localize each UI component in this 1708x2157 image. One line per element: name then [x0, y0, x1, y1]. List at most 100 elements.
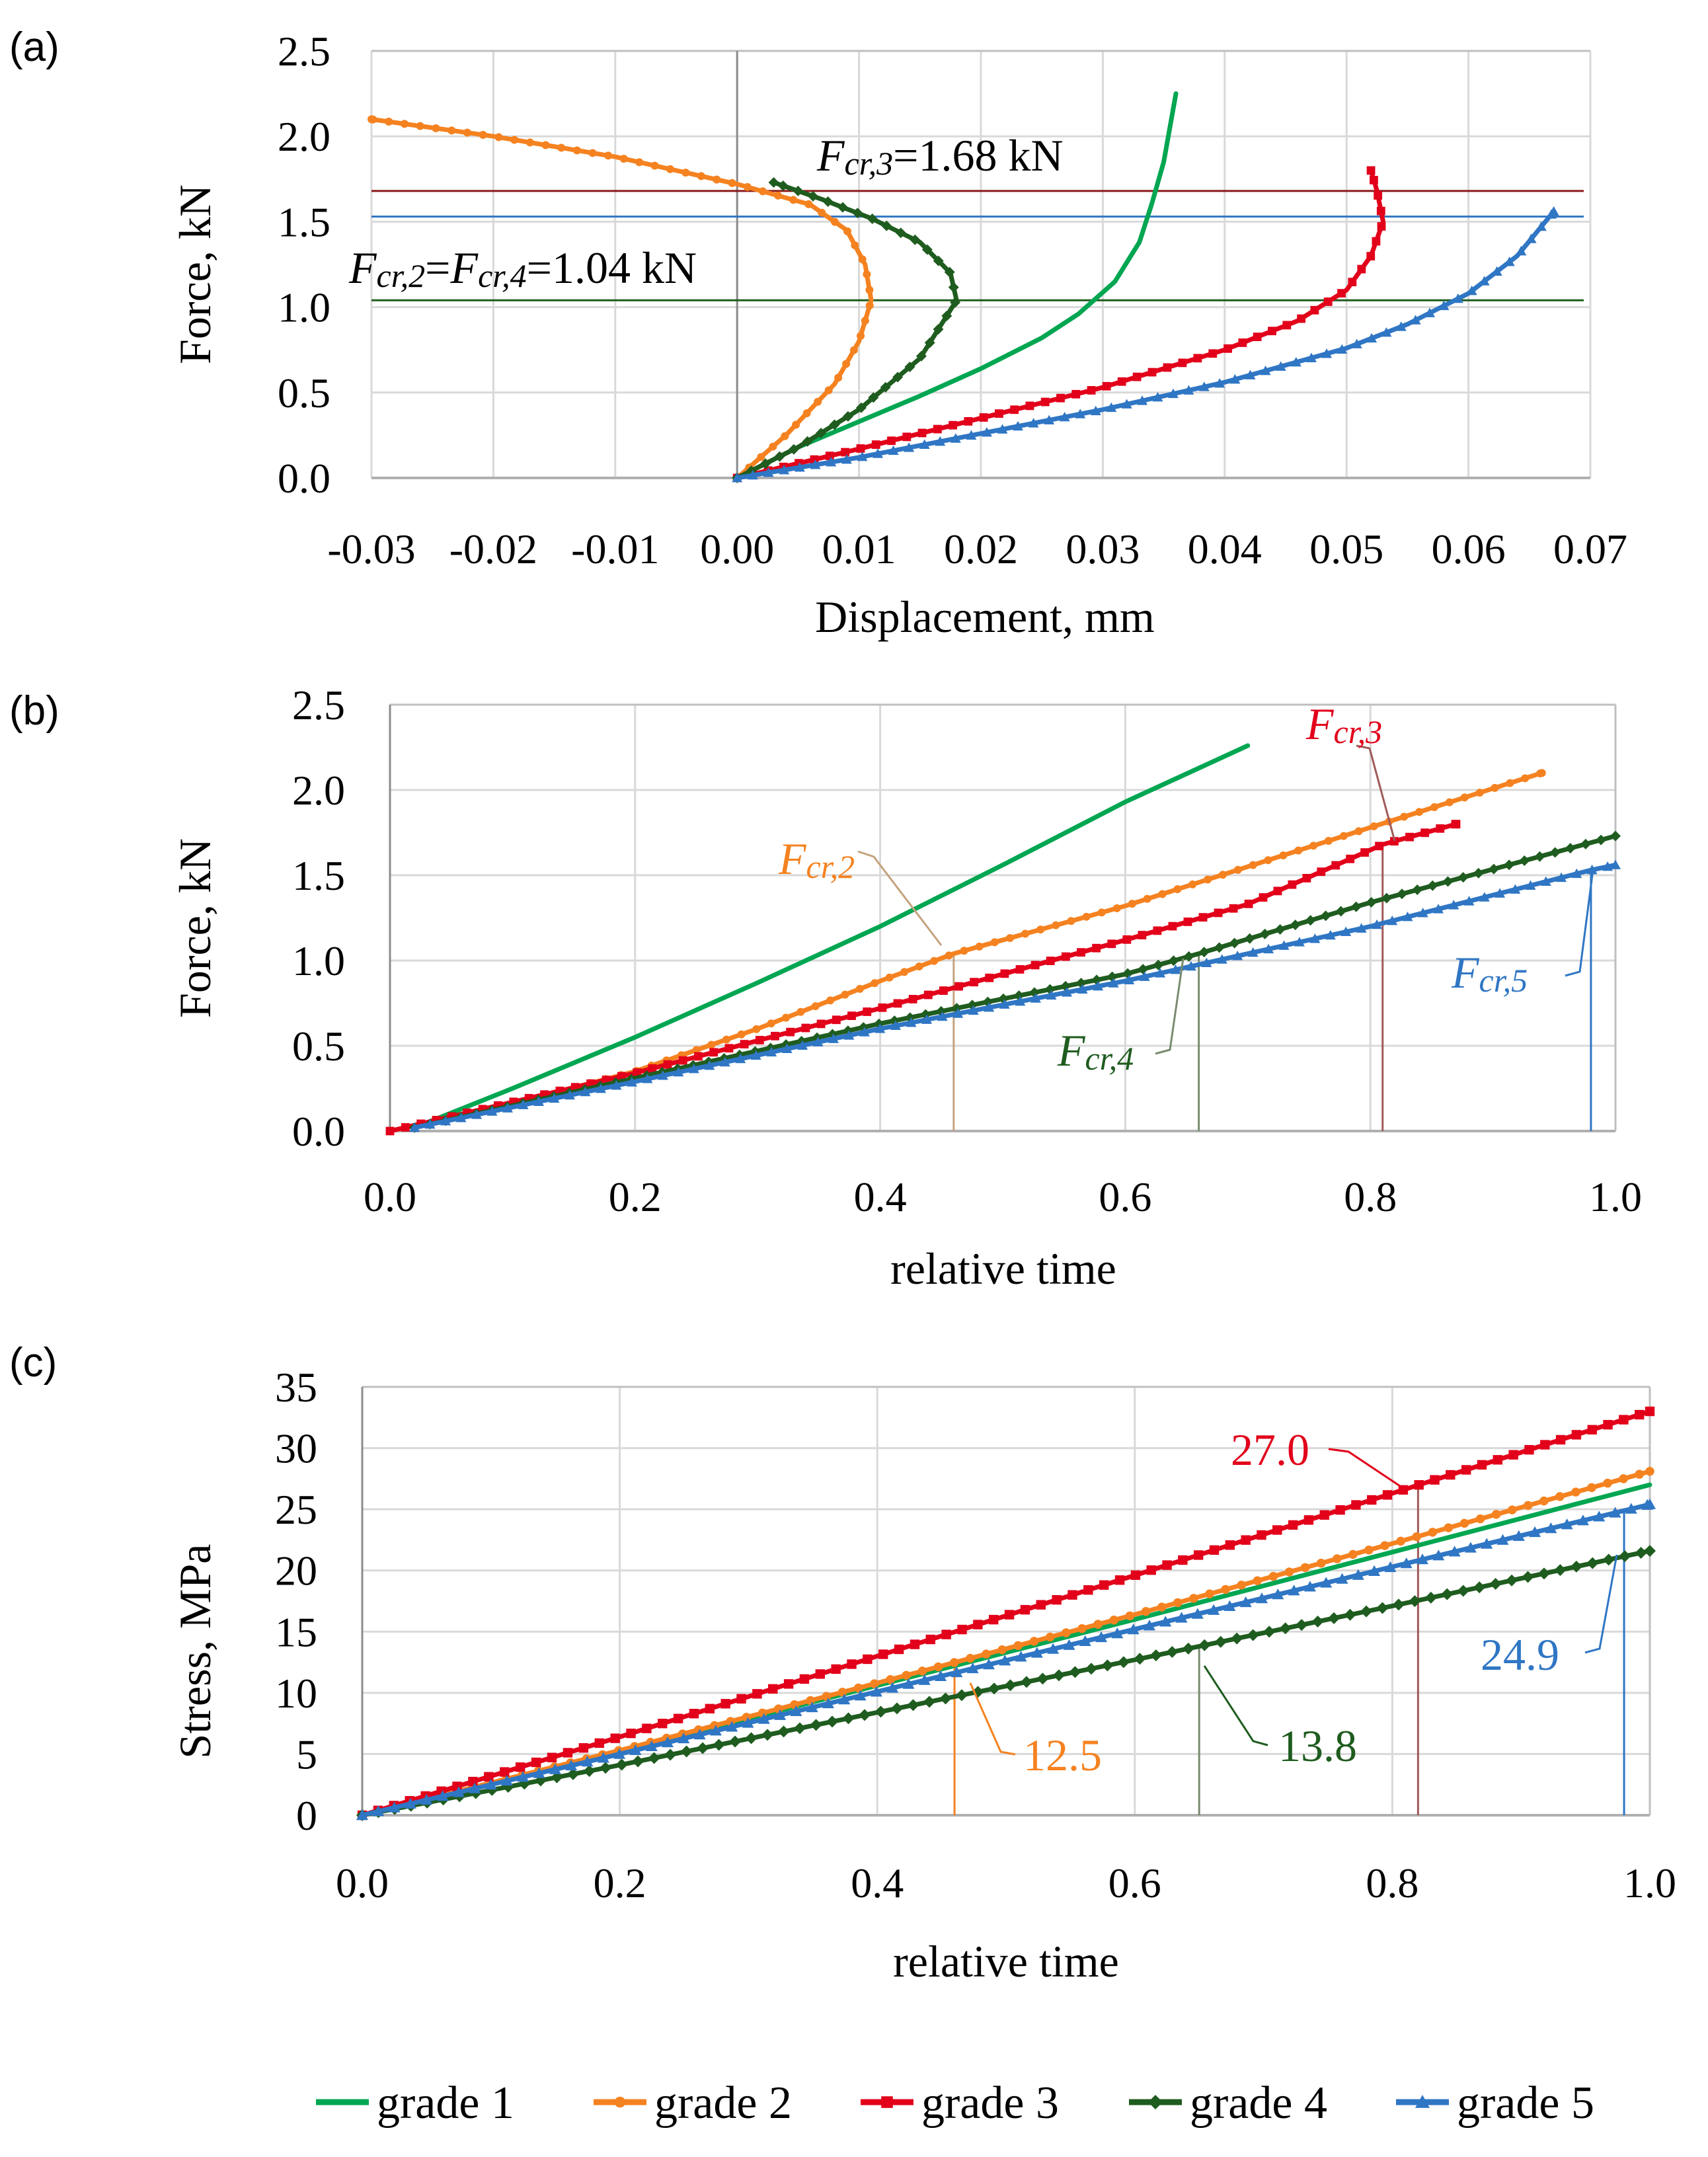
- data-point: [1319, 1510, 1329, 1520]
- data-point: [533, 1096, 545, 1107]
- data-point: [984, 1002, 995, 1012]
- data-point: [1354, 827, 1363, 836]
- data-point: [1570, 1560, 1582, 1573]
- data-point: [368, 115, 375, 124]
- data-point: [1635, 1470, 1644, 1479]
- data-point: [786, 1027, 795, 1037]
- data-point: [806, 1701, 818, 1713]
- data-point: [1256, 1592, 1268, 1604]
- data-point: [728, 178, 736, 187]
- data-point: [1170, 964, 1181, 974]
- data-point: [1273, 886, 1282, 896]
- data-point: [774, 1704, 783, 1713]
- data-point: [951, 1003, 962, 1014]
- data-point: [1491, 1510, 1501, 1519]
- data-point: [979, 413, 988, 422]
- data-point: [1082, 912, 1091, 921]
- data-point: [1229, 904, 1238, 913]
- legend-label: grade 1: [377, 2078, 514, 2129]
- data-point: [1182, 1642, 1194, 1655]
- data-point: [1452, 820, 1461, 828]
- data-point: [1253, 1576, 1262, 1585]
- data-point: [1635, 1546, 1647, 1559]
- data-point: [779, 465, 790, 475]
- anno-subscript: cr,2: [806, 848, 855, 885]
- data-point: [416, 122, 424, 130]
- data-point: [713, 175, 721, 184]
- data-point: [1300, 1563, 1310, 1573]
- data-point: [1392, 1598, 1405, 1611]
- data-point: [1106, 402, 1117, 412]
- data-point: [902, 432, 912, 442]
- data-point: [997, 993, 1009, 1004]
- data-point: [1149, 1649, 1162, 1662]
- data-point: [1143, 1620, 1155, 1631]
- data-point: [790, 1705, 802, 1716]
- y-axis-title: Force, kN: [170, 838, 220, 1018]
- data-point: [917, 428, 927, 438]
- data-point: [1571, 1430, 1582, 1440]
- data-point: [1229, 373, 1241, 384]
- legend-item-grade-5: grade 5: [1396, 2078, 1594, 2129]
- x-tick-label: 0.03: [1066, 526, 1140, 572]
- annotation-fcr2-fcr4: Fcr,2=Fcr,4=1.04 kN: [348, 243, 697, 294]
- data-point: [1127, 1624, 1140, 1635]
- data-point: [1010, 405, 1019, 414]
- data-point: [777, 1725, 790, 1738]
- data-point: [880, 381, 891, 393]
- data-point: [1005, 933, 1014, 942]
- annotation-24-9: 24.9: [1481, 1629, 1559, 1680]
- data-point: [1460, 793, 1469, 802]
- data-point: [794, 1722, 806, 1735]
- data-point: [766, 1046, 777, 1057]
- x-tick-label: 0.6: [1108, 1860, 1161, 1906]
- data-point: [816, 428, 827, 439]
- data-point: [662, 1736, 674, 1748]
- data-point: [858, 255, 867, 264]
- data-point: [452, 1786, 465, 1797]
- data-point: [825, 451, 834, 461]
- data-point: [783, 1679, 794, 1689]
- data-point: [859, 1709, 871, 1721]
- data-point: [1535, 221, 1547, 231]
- data-point: [1260, 365, 1271, 375]
- data-point: [1249, 861, 1257, 869]
- data-point: [1296, 1619, 1308, 1631]
- data-point: [1519, 855, 1530, 867]
- data-point: [404, 1797, 416, 1809]
- data-point: [1128, 900, 1136, 908]
- data-point: [1183, 385, 1194, 395]
- data-point: [719, 1056, 730, 1067]
- x-tick-label: 0.2: [609, 1173, 662, 1220]
- data-point: [831, 1664, 841, 1674]
- data-point: [1371, 919, 1382, 929]
- data-point: [1416, 1553, 1428, 1565]
- data-point: [1153, 959, 1164, 970]
- x-tick-label: 0.02: [944, 526, 1018, 572]
- data-point: [752, 1025, 761, 1033]
- data-point: [619, 155, 628, 163]
- data-point: [1198, 1639, 1211, 1651]
- data-point: [713, 1739, 725, 1751]
- data-point: [923, 1696, 935, 1708]
- data-point: [626, 1728, 636, 1739]
- data-point: [895, 227, 906, 239]
- data-point: [1294, 846, 1303, 855]
- data-point: [565, 1759, 578, 1771]
- data-point: [863, 270, 871, 278]
- data-point: [1634, 1409, 1645, 1420]
- data-point: [985, 973, 994, 982]
- data-point: [1488, 863, 1499, 875]
- data-point: [769, 442, 777, 451]
- data-point: [1166, 1646, 1179, 1659]
- data-point: [893, 999, 902, 1008]
- data-point: [1609, 1507, 1621, 1518]
- data-point: [975, 942, 984, 951]
- data-point: [790, 1700, 799, 1709]
- data-point: [1272, 1588, 1284, 1600]
- data-point: [500, 1774, 513, 1786]
- data-point: [1367, 1495, 1377, 1505]
- y-tick-label: 10: [275, 1670, 317, 1717]
- data-point: [1168, 955, 1179, 966]
- x-tick-label: 0.07: [1553, 526, 1627, 572]
